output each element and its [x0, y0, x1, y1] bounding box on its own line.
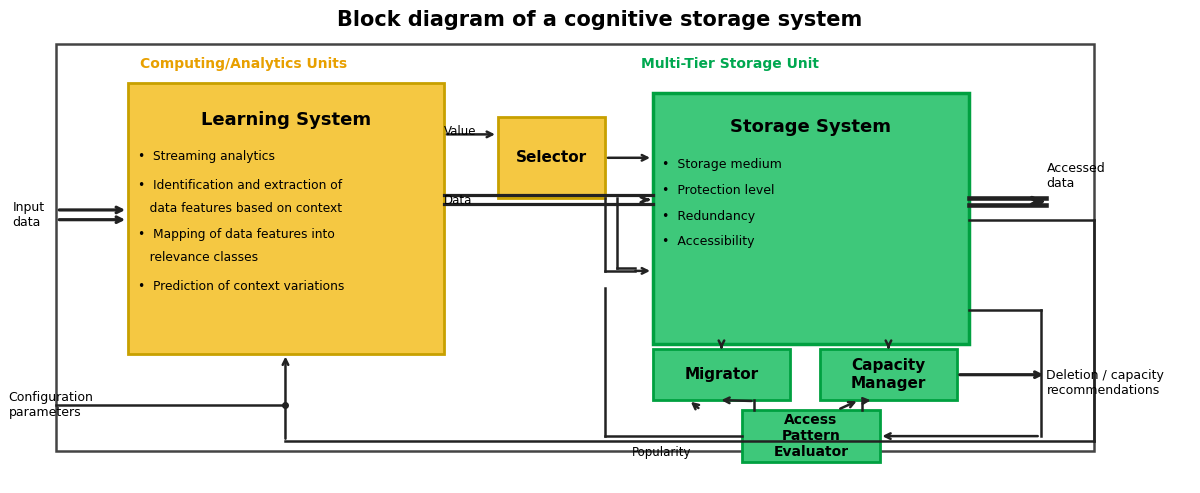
Bar: [743, 410, 880, 462]
Text: Input
data: Input data: [12, 201, 44, 229]
Bar: [128, 83, 444, 354]
Bar: [56, 44, 1094, 451]
Text: Value: Value: [444, 125, 476, 139]
Text: Accessed
data: Accessed data: [1046, 162, 1105, 190]
Text: Multi-Tier Storage Unit: Multi-Tier Storage Unit: [641, 57, 818, 70]
Text: •  Identification and extraction of: • Identification and extraction of: [138, 179, 342, 192]
Text: data features based on context: data features based on context: [138, 202, 342, 215]
Text: relevance classes: relevance classes: [138, 251, 258, 264]
Text: Block diagram of a cognitive storage system: Block diagram of a cognitive storage sys…: [336, 10, 862, 30]
Text: Capacity
Manager: Capacity Manager: [851, 358, 926, 391]
Text: •  Streaming analytics: • Streaming analytics: [138, 150, 275, 163]
Text: •  Storage medium: • Storage medium: [662, 158, 782, 171]
Text: Computing/Analytics Units: Computing/Analytics Units: [140, 57, 347, 70]
Text: •  Redundancy: • Redundancy: [662, 210, 756, 223]
Text: Popularity: Popularity: [631, 446, 691, 459]
Text: •  Prediction of context variations: • Prediction of context variations: [138, 280, 344, 293]
Text: Deletion / capacity
recommendations: Deletion / capacity recommendations: [1046, 369, 1164, 397]
Bar: [653, 349, 790, 400]
Text: Storage System: Storage System: [730, 118, 890, 136]
Text: Learning System: Learning System: [202, 111, 371, 129]
Text: •  Protection level: • Protection level: [662, 184, 775, 197]
Text: Selector: Selector: [516, 150, 587, 165]
Text: •  Accessibility: • Accessibility: [662, 235, 755, 248]
Text: •  Mapping of data features into: • Mapping of data features into: [138, 228, 335, 241]
Bar: [498, 117, 605, 198]
Text: Configuration
parameters: Configuration parameters: [8, 391, 94, 419]
Text: Migrator: Migrator: [684, 367, 758, 382]
Bar: [820, 349, 958, 400]
Text: Data: Data: [444, 194, 473, 207]
Text: Access
Pattern
Evaluator: Access Pattern Evaluator: [773, 413, 848, 459]
Bar: [653, 93, 968, 344]
